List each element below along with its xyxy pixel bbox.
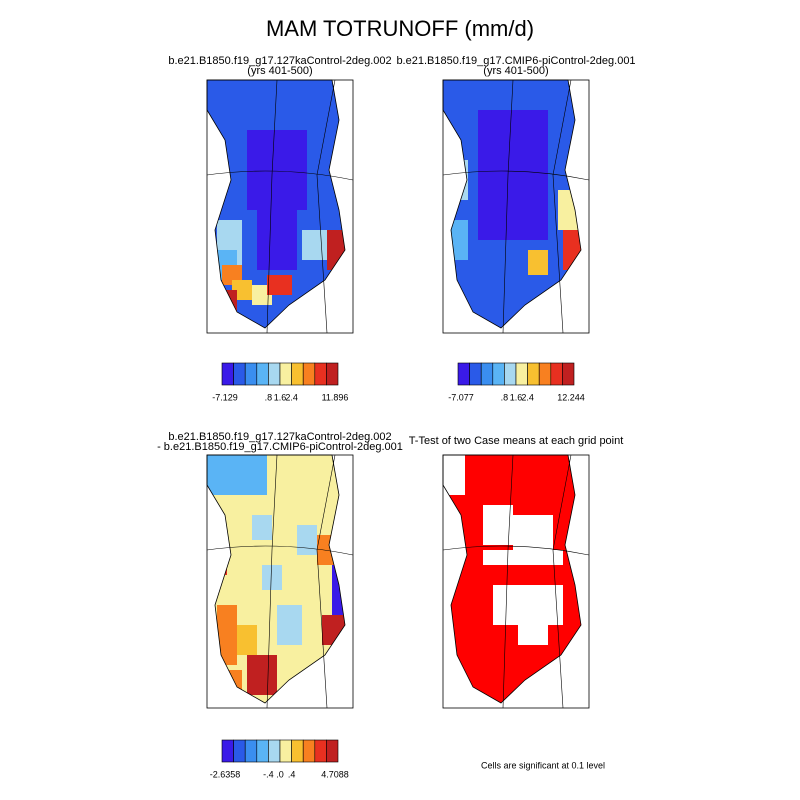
colorbar-box <box>233 739 246 763</box>
map-cell <box>483 280 513 310</box>
colorbar-box <box>302 362 316 386</box>
graticule <box>442 79 590 334</box>
colorbar-label: 2.4 <box>521 392 534 402</box>
panel-subtitle: - b.e21.B1850.f19_g17.CMIP6-piControl-2d… <box>157 441 403 453</box>
panel-subtitle: (yrs 401-500) <box>483 65 548 77</box>
map-field <box>207 80 345 328</box>
colorbar-box <box>314 362 327 386</box>
colorbar-box <box>302 739 316 763</box>
colorbar-label: 1.6 <box>510 392 523 402</box>
panel-title: T-Test of two Case means at each grid po… <box>409 435 624 447</box>
map-frame <box>442 454 590 709</box>
map-panel <box>206 454 354 709</box>
coastline <box>206 79 346 329</box>
panel-title: b.e21.B1850.f19_g17.127kaControl-2deg.00… <box>168 431 391 443</box>
colorbar-box <box>256 362 269 386</box>
colorbar-box <box>221 362 234 386</box>
colorbar-label: -7.077 <box>448 392 474 402</box>
colorbar-box <box>527 362 540 386</box>
map-cell <box>443 455 465 495</box>
panel-title: b.e21.B1850.f19_g17.CMIP6-piControl-2deg… <box>396 55 635 67</box>
colorbar-box <box>515 362 528 386</box>
colorbar-label: .4 <box>288 769 296 779</box>
colorbar-box <box>480 362 494 386</box>
colorbar-box <box>256 739 269 763</box>
map-cell <box>518 625 548 645</box>
colorbar-label: 2.4 <box>285 392 298 402</box>
colorbar-box <box>326 362 339 386</box>
map-cell <box>262 565 282 590</box>
map-cell <box>217 605 237 665</box>
coastline <box>206 454 346 704</box>
colorbar-box <box>221 739 234 763</box>
map-cell <box>478 110 548 240</box>
colorbar-box <box>291 362 304 386</box>
colorbar-box <box>457 362 470 386</box>
map-field <box>443 455 581 703</box>
colorbar-label: .8 <box>501 392 509 402</box>
colorbar: -7.129 .8 1.6 2.4 11.896 <box>212 362 349 402</box>
colorbar-box <box>469 362 482 386</box>
colorbar-label: -7.129 <box>212 392 238 402</box>
colorbar-box <box>550 362 563 386</box>
colorbar-box <box>492 362 505 386</box>
map-cell <box>237 625 257 655</box>
colorbar-label: .8 <box>265 392 273 402</box>
figure-title: MAM TOTRUNOFF (mm/d) <box>266 16 534 41</box>
map-frame <box>206 79 354 334</box>
map-field <box>443 80 581 328</box>
graticule <box>442 454 590 709</box>
colorbar-label: -2.6358 <box>210 769 241 779</box>
map-cell <box>493 585 563 625</box>
map-cell <box>247 130 307 210</box>
colorbar-box <box>562 362 575 386</box>
colorbar-box <box>538 362 552 386</box>
colorbar-box <box>268 739 281 763</box>
colorbar-label: 11.896 <box>322 392 349 402</box>
map-cell <box>252 515 272 540</box>
colorbar-box <box>244 362 258 386</box>
colorbar-box <box>326 739 339 763</box>
footnote: Cells are significant at 0.1 level <box>481 760 605 770</box>
colorbar-box <box>233 362 246 386</box>
map-cell <box>483 550 563 565</box>
colorbar-box <box>244 739 258 763</box>
map-cell <box>207 455 267 495</box>
map-frame <box>206 454 354 709</box>
panel-subtitle: (yrs 401-500) <box>247 65 312 77</box>
graticule <box>206 79 354 334</box>
map-cell <box>247 655 277 695</box>
colorbar-label: 12.244 <box>557 392 585 402</box>
map-panel <box>442 79 590 334</box>
map-cell <box>297 525 317 555</box>
colorbar-box <box>504 362 517 386</box>
colorbar-box <box>314 739 327 763</box>
colorbar-label: 4.7088 <box>321 769 349 779</box>
colorbar-box <box>268 362 281 386</box>
map-cell <box>277 605 302 645</box>
colorbar-box <box>291 739 304 763</box>
colorbar-label: 1.6 <box>274 392 287 402</box>
coastline <box>442 454 582 704</box>
graticule <box>206 454 354 709</box>
colorbar-box <box>279 739 292 763</box>
colorbar: -2.6358 -.4.0 .4 4.7088 <box>210 739 349 779</box>
map-cell <box>483 505 513 545</box>
map-cell <box>528 250 548 275</box>
panel-title: b.e21.B1850.f19_g17.127kaControl-2deg.00… <box>168 55 391 67</box>
maps: -7.129.8 1.6 2.4 11.896 -7.077.8 1.6 2.4 12.244… <box>206 79 590 779</box>
map-frame <box>442 79 590 334</box>
map-cell <box>267 275 292 295</box>
colorbar-label: .0 <box>276 769 284 779</box>
colorbar-box <box>279 362 292 386</box>
map-panel <box>206 79 354 334</box>
colorbar-label: -.4 <box>263 769 274 779</box>
colorbar: -7.077 .8 1.6 2.4 12.244 <box>448 362 585 402</box>
map-cell <box>257 210 297 270</box>
coastline <box>442 79 582 329</box>
map-panel <box>442 454 590 709</box>
